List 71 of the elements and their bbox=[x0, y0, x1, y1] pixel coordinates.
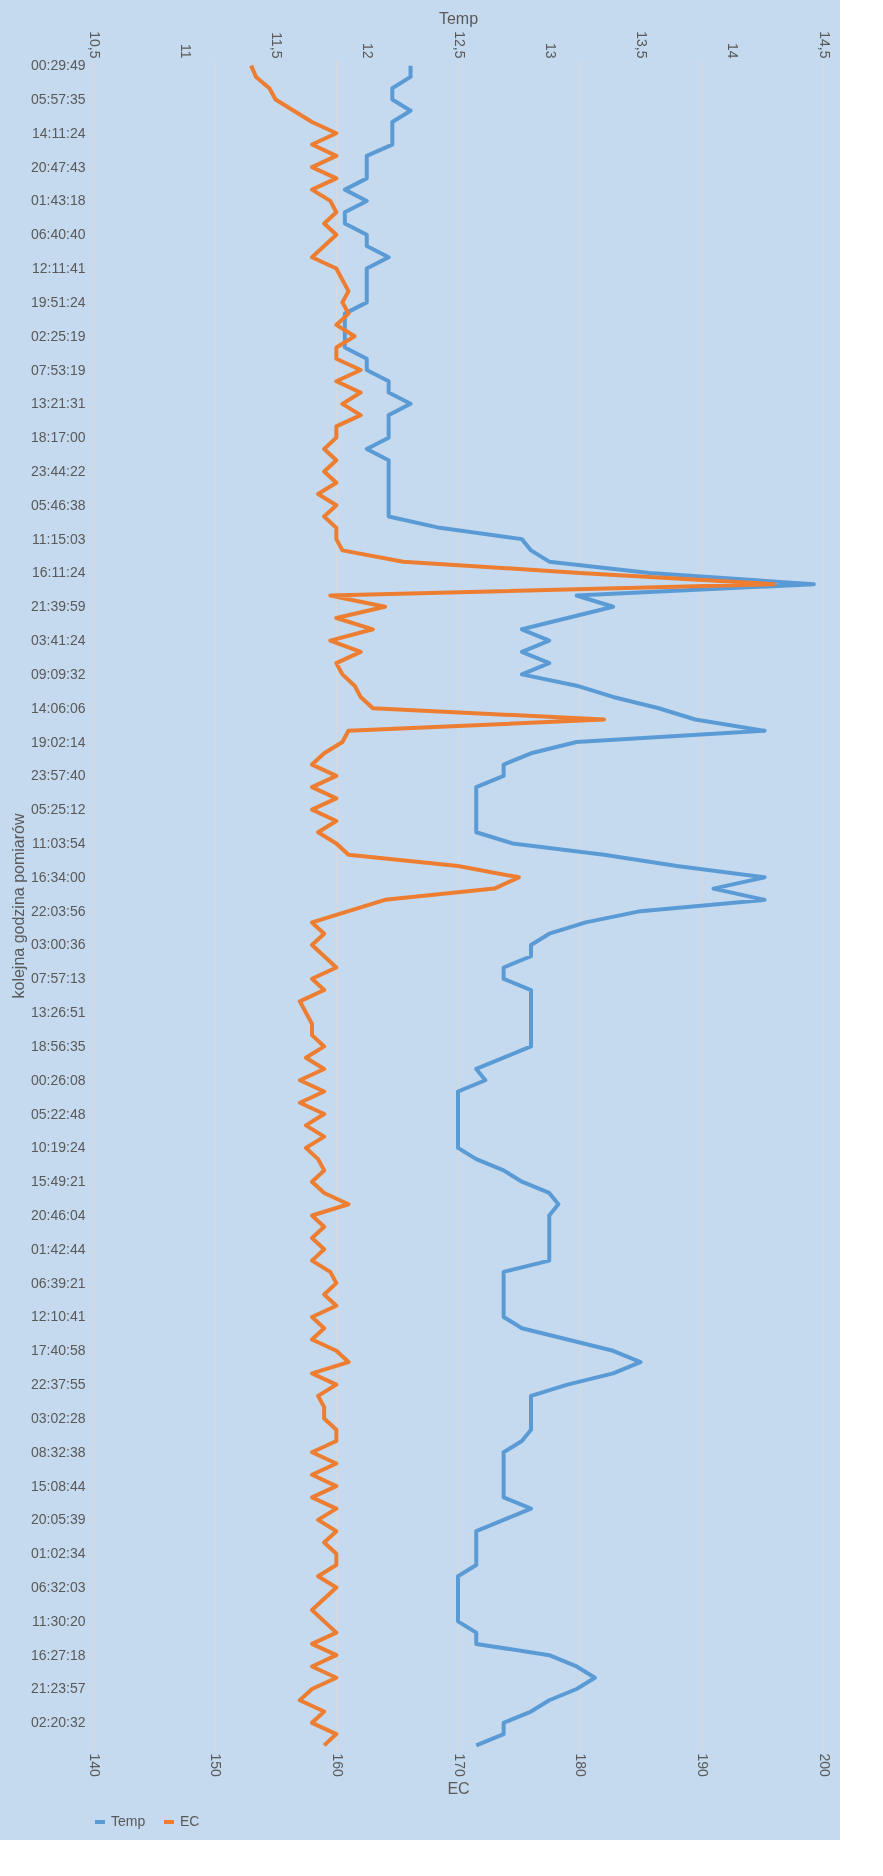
y-tick-label: 03:02:28 bbox=[31, 1409, 86, 1426]
x2-tick-label: 12 bbox=[360, 42, 377, 59]
x-tick-label: 180 bbox=[573, 1753, 590, 1778]
y-tick-label: 20:46:04 bbox=[31, 1207, 86, 1224]
y-tick-label: 23:44:22 bbox=[31, 462, 86, 479]
y-tick-label: 23:57:40 bbox=[31, 767, 86, 784]
x2-tick-label: 12,5 bbox=[451, 31, 468, 59]
y-tick-label: 10:19:24 bbox=[31, 1139, 86, 1156]
y-tick-label: 03:00:36 bbox=[31, 936, 86, 953]
y-tick-label: 11:30:20 bbox=[32, 1612, 86, 1629]
y-tick-label: 20:47:43 bbox=[31, 158, 86, 175]
y-tick-label: 11:03:54 bbox=[32, 835, 86, 851]
x2-tick-label: 11,5 bbox=[269, 32, 285, 59]
x2-tick-label: 14,5 bbox=[816, 31, 833, 59]
y-tick-label: 08:32:38 bbox=[31, 1443, 86, 1460]
y-tick-label: 15:08:44 bbox=[31, 1477, 86, 1494]
x-tick-label: 140 bbox=[86, 1753, 103, 1778]
y-tick-label: 05:22:48 bbox=[31, 1105, 86, 1122]
y-tick-label: 22:03:56 bbox=[31, 902, 86, 919]
x-tick-label: 170 bbox=[451, 1753, 468, 1778]
y-tick-label: 01:42:44 bbox=[31, 1240, 86, 1257]
y-tick-label: 14:06:06 bbox=[31, 699, 86, 716]
y-tick-label: 16:11:24 bbox=[32, 564, 86, 581]
y-tick-label: 12:10:41 bbox=[31, 1308, 86, 1325]
y-tick-label: 20:05:39 bbox=[31, 1511, 86, 1528]
legend-label: Temp bbox=[111, 1813, 146, 1829]
y-tick-label: 01:02:34 bbox=[31, 1545, 86, 1562]
y-tick-label: 18:17:00 bbox=[31, 429, 86, 446]
y-tick-label: 06:39:21 bbox=[31, 1274, 86, 1291]
y-tick-label: 01:43:18 bbox=[31, 192, 86, 209]
y-tick-label: 21:39:59 bbox=[31, 598, 86, 615]
y-tick-label: 09:09:32 bbox=[31, 665, 86, 682]
y-tick-label: 00:29:49 bbox=[31, 57, 86, 74]
y-tick-label: 19:51:24 bbox=[31, 293, 86, 310]
x2-tick-label: 11 bbox=[177, 43, 194, 59]
legend-label: EC bbox=[180, 1813, 200, 1829]
y-tick-label: 13:26:51 bbox=[31, 1004, 86, 1021]
x-axis-title: EC bbox=[447, 1779, 470, 1797]
y-tick-label: 22:37:55 bbox=[31, 1376, 86, 1393]
y-tick-label: 02:25:19 bbox=[31, 327, 86, 344]
y-tick-label: 13:21:31 bbox=[31, 395, 86, 412]
x-tick-label: 200 bbox=[816, 1753, 833, 1778]
y-tick-label: 03:41:24 bbox=[31, 632, 86, 649]
y-tick-label: 07:53:19 bbox=[31, 361, 86, 378]
y-tick-label: 05:57:35 bbox=[31, 90, 86, 107]
y-tick-label: 19:02:14 bbox=[31, 733, 86, 750]
y-tick-label: 07:57:13 bbox=[31, 970, 86, 987]
y-tick-label: 05:25:12 bbox=[31, 801, 86, 818]
x2-tick-label: 13,5 bbox=[634, 31, 650, 59]
y-tick-label: 21:23:57 bbox=[31, 1680, 86, 1697]
y-tick-label: 06:40:40 bbox=[31, 226, 86, 243]
x-tick-label: 150 bbox=[208, 1753, 225, 1778]
y-tick-label: 11:15:03 bbox=[32, 530, 86, 547]
y-tick-label: 06:32:03 bbox=[31, 1579, 86, 1596]
y-tick-label: 12:11:41 bbox=[32, 260, 86, 277]
y-axis-title: kolejna godzina pomiarów bbox=[10, 813, 27, 999]
y-tick-label: 02:20:32 bbox=[31, 1714, 86, 1731]
y-tick-label: 16:34:00 bbox=[31, 868, 86, 885]
x2-tick-label: 13 bbox=[542, 42, 559, 59]
x2-tick-label: 10,5 bbox=[86, 31, 103, 59]
x2-axis-title: Temp bbox=[438, 10, 479, 28]
y-tick-label: 18:56:35 bbox=[31, 1037, 86, 1054]
y-tick-label: 16:27:18 bbox=[31, 1646, 86, 1663]
y-tick-label: 15:49:21 bbox=[31, 1173, 86, 1190]
y-tick-label: 00:26:08 bbox=[31, 1071, 86, 1088]
x-tick-label: 190 bbox=[694, 1753, 711, 1778]
x2-tick-label: 14 bbox=[725, 42, 742, 59]
y-tick-label: 05:46:38 bbox=[31, 496, 86, 513]
x-tick-label: 160 bbox=[329, 1753, 346, 1778]
y-tick-label: 17:40:58 bbox=[31, 1342, 86, 1359]
y-tick-label: 14:11:24 bbox=[32, 124, 86, 141]
